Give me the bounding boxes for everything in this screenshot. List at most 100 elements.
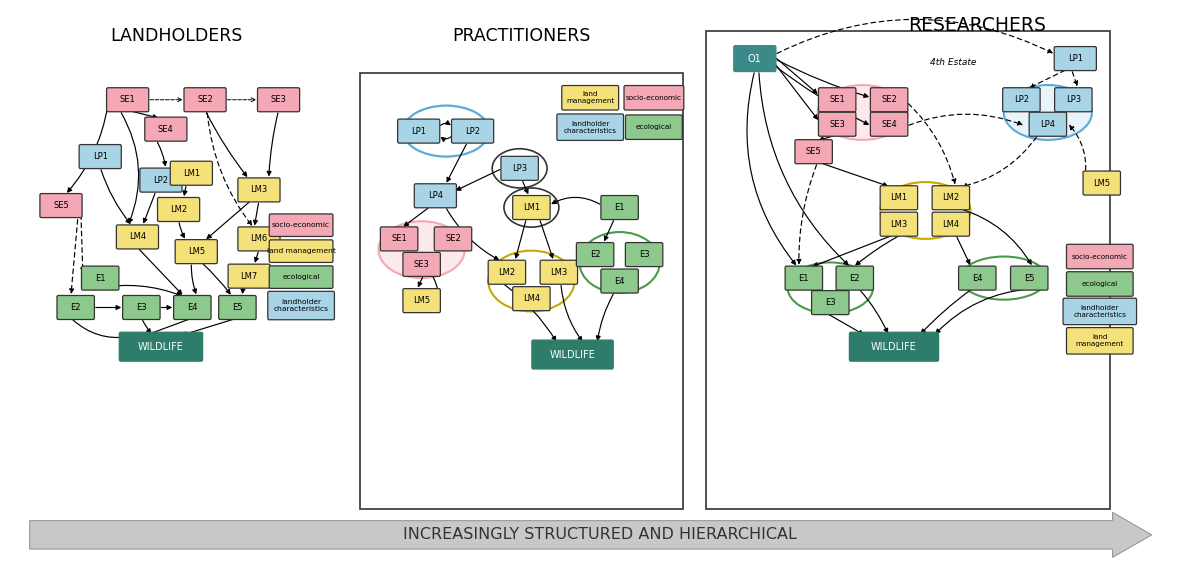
Bar — [360, 73, 683, 509]
FancyBboxPatch shape — [488, 260, 526, 284]
Text: landholder
characteristics: landholder characteristics — [564, 121, 617, 134]
FancyBboxPatch shape — [959, 266, 996, 290]
Text: LM1: LM1 — [523, 203, 540, 212]
FancyBboxPatch shape — [56, 295, 95, 319]
FancyArrowPatch shape — [1069, 125, 1086, 178]
FancyArrowPatch shape — [67, 106, 108, 192]
FancyBboxPatch shape — [1067, 328, 1133, 354]
FancyArrowPatch shape — [523, 182, 528, 193]
FancyArrowPatch shape — [182, 319, 235, 336]
FancyArrowPatch shape — [148, 319, 190, 335]
FancyArrowPatch shape — [448, 144, 467, 182]
FancyArrowPatch shape — [184, 187, 187, 195]
Text: socio-economic: socio-economic — [626, 95, 682, 101]
FancyBboxPatch shape — [1003, 88, 1040, 112]
FancyBboxPatch shape — [258, 88, 300, 112]
FancyBboxPatch shape — [82, 266, 119, 290]
FancyBboxPatch shape — [932, 212, 970, 236]
FancyBboxPatch shape — [836, 266, 874, 290]
Text: SE2: SE2 — [197, 95, 212, 104]
Text: 4th Estate: 4th Estate — [930, 58, 976, 67]
FancyArrowPatch shape — [419, 277, 422, 286]
FancyArrowPatch shape — [241, 289, 245, 293]
FancyArrowPatch shape — [908, 114, 1022, 125]
Text: E4: E4 — [614, 277, 625, 285]
FancyArrowPatch shape — [936, 289, 1031, 333]
Text: SE3: SE3 — [271, 95, 287, 104]
FancyBboxPatch shape — [811, 290, 850, 315]
FancyArrowPatch shape — [821, 163, 887, 186]
Text: LM7: LM7 — [240, 272, 258, 281]
Text: SE5: SE5 — [805, 147, 822, 156]
FancyArrowPatch shape — [121, 113, 139, 222]
FancyArrowPatch shape — [776, 58, 817, 93]
FancyArrowPatch shape — [758, 73, 848, 265]
Text: LM3: LM3 — [890, 220, 907, 229]
Text: SE1: SE1 — [391, 234, 407, 243]
FancyArrowPatch shape — [73, 320, 127, 339]
FancyBboxPatch shape — [818, 112, 856, 136]
FancyBboxPatch shape — [733, 46, 776, 71]
Text: LM2: LM2 — [170, 205, 187, 214]
FancyBboxPatch shape — [512, 195, 550, 220]
Text: land
management: land management — [1075, 335, 1124, 348]
Text: LM4: LM4 — [128, 233, 146, 242]
FancyArrowPatch shape — [208, 113, 252, 225]
Text: LP3: LP3 — [512, 164, 527, 173]
FancyBboxPatch shape — [184, 88, 226, 112]
FancyArrowPatch shape — [203, 264, 230, 294]
Text: E3: E3 — [136, 303, 146, 312]
FancyBboxPatch shape — [1063, 298, 1136, 325]
FancyArrowPatch shape — [773, 64, 868, 125]
FancyArrowPatch shape — [421, 262, 439, 300]
FancyBboxPatch shape — [601, 195, 638, 220]
FancyArrowPatch shape — [774, 63, 817, 119]
FancyArrowPatch shape — [596, 294, 613, 340]
FancyBboxPatch shape — [1067, 245, 1133, 269]
FancyBboxPatch shape — [625, 115, 683, 139]
FancyArrowPatch shape — [208, 202, 250, 238]
Text: LP1: LP1 — [412, 127, 426, 136]
Text: E2: E2 — [590, 250, 600, 259]
FancyBboxPatch shape — [1055, 88, 1092, 112]
Text: E1: E1 — [614, 203, 625, 212]
FancyArrowPatch shape — [446, 209, 498, 260]
Text: WILDLIFE: WILDLIFE — [138, 342, 184, 351]
FancyBboxPatch shape — [576, 243, 614, 267]
FancyBboxPatch shape — [512, 286, 550, 311]
FancyArrowPatch shape — [253, 203, 258, 224]
Text: LM5: LM5 — [1093, 178, 1110, 187]
FancyBboxPatch shape — [40, 194, 82, 217]
FancyArrowPatch shape — [96, 306, 120, 310]
Ellipse shape — [378, 221, 464, 278]
Text: ecological: ecological — [636, 124, 672, 130]
FancyArrowPatch shape — [540, 221, 553, 258]
FancyArrowPatch shape — [605, 221, 613, 241]
Text: socio-economic: socio-economic — [1072, 254, 1128, 260]
FancyBboxPatch shape — [562, 85, 619, 110]
FancyArrowPatch shape — [268, 113, 278, 175]
FancyArrowPatch shape — [70, 211, 78, 293]
FancyBboxPatch shape — [269, 214, 332, 237]
Text: landholder
characteristics: landholder characteristics — [1073, 305, 1127, 318]
Text: SE4: SE4 — [881, 120, 896, 128]
Text: socio-economic: socio-economic — [272, 222, 330, 228]
Text: LP1: LP1 — [1068, 54, 1082, 63]
FancyBboxPatch shape — [119, 332, 203, 361]
FancyBboxPatch shape — [870, 88, 908, 112]
FancyBboxPatch shape — [785, 266, 822, 290]
FancyArrowPatch shape — [515, 221, 526, 258]
FancyBboxPatch shape — [414, 184, 456, 208]
FancyBboxPatch shape — [880, 212, 918, 236]
FancyArrowPatch shape — [179, 223, 185, 238]
FancyArrowPatch shape — [961, 209, 1031, 264]
Text: E2: E2 — [71, 303, 80, 312]
Text: land management: land management — [266, 248, 336, 254]
Text: SE5: SE5 — [53, 201, 68, 210]
FancyBboxPatch shape — [532, 340, 613, 369]
Text: ecological: ecological — [1081, 281, 1118, 287]
FancyBboxPatch shape — [850, 332, 938, 361]
FancyBboxPatch shape — [451, 119, 493, 143]
FancyArrowPatch shape — [562, 285, 582, 341]
Text: LM2: LM2 — [498, 268, 516, 277]
